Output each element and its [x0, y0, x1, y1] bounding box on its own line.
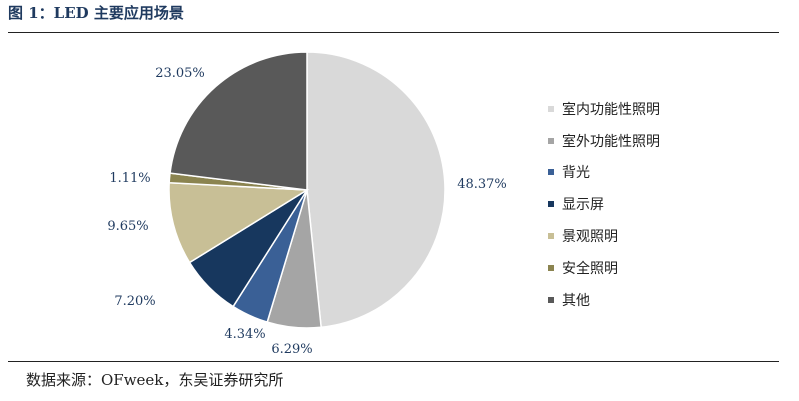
legend-item-4: 显示屏: [548, 188, 748, 220]
bottom-rule: [8, 361, 779, 362]
legend-swatch: [548, 105, 554, 112]
legend-swatch: [548, 201, 554, 208]
chart-legend: 室内功能性照明 室外功能性照明 背光显示屏景观照明安全照明其他: [548, 93, 748, 316]
pie-slice-5: [168, 181, 310, 264]
legend-label: 室外功能性照明: [562, 133, 660, 150]
data-label-1: 48.37%: [457, 177, 507, 192]
legend-item-1: 室内功能性照明: [548, 93, 748, 125]
legend-label: 其他: [562, 292, 590, 309]
legend-label: 安全照明: [562, 260, 618, 277]
legend-item-7: 其他: [548, 284, 748, 316]
data-label-4: 7.20%: [114, 294, 155, 309]
pie-data-labels: 48.37% 6.29% 4.34% 7.20% 9.65% 1.11% 23.05%: [107, 66, 506, 357]
legend-item-6: 安全照明: [548, 252, 748, 284]
legend-label: 显示屏: [562, 197, 604, 214]
legend-item-2: 室外功能性照明: [548, 125, 748, 157]
pie-slice-7: [169, 51, 308, 191]
figure-title: 图 1：LED 主要应用场景: [8, 4, 184, 22]
data-label-7: 23.05%: [155, 66, 205, 81]
legend-item-5: 景观照明: [548, 220, 748, 252]
legend-swatch: [548, 296, 554, 303]
legend-label: 室内功能性照明: [562, 101, 660, 118]
data-label-6: 1.11%: [109, 171, 150, 186]
data-label-3: 4.34%: [224, 327, 265, 342]
legend-label: 景观照明: [562, 229, 618, 246]
legend-item-3: 背光: [548, 157, 748, 189]
pie-slices: [168, 51, 446, 329]
legend-swatch: [548, 233, 554, 240]
legend-label: 背光: [562, 165, 590, 182]
data-label-2: 6.29%: [271, 342, 312, 357]
legend-swatch: [548, 169, 554, 176]
source-note: 数据来源：OFweek，东吴证券研究所: [26, 371, 284, 389]
pie-slice-1: [306, 51, 446, 329]
data-label-5: 9.65%: [107, 219, 148, 234]
legend-swatch: [548, 264, 554, 271]
top-rule: [8, 32, 779, 33]
legend-swatch: [548, 137, 554, 144]
